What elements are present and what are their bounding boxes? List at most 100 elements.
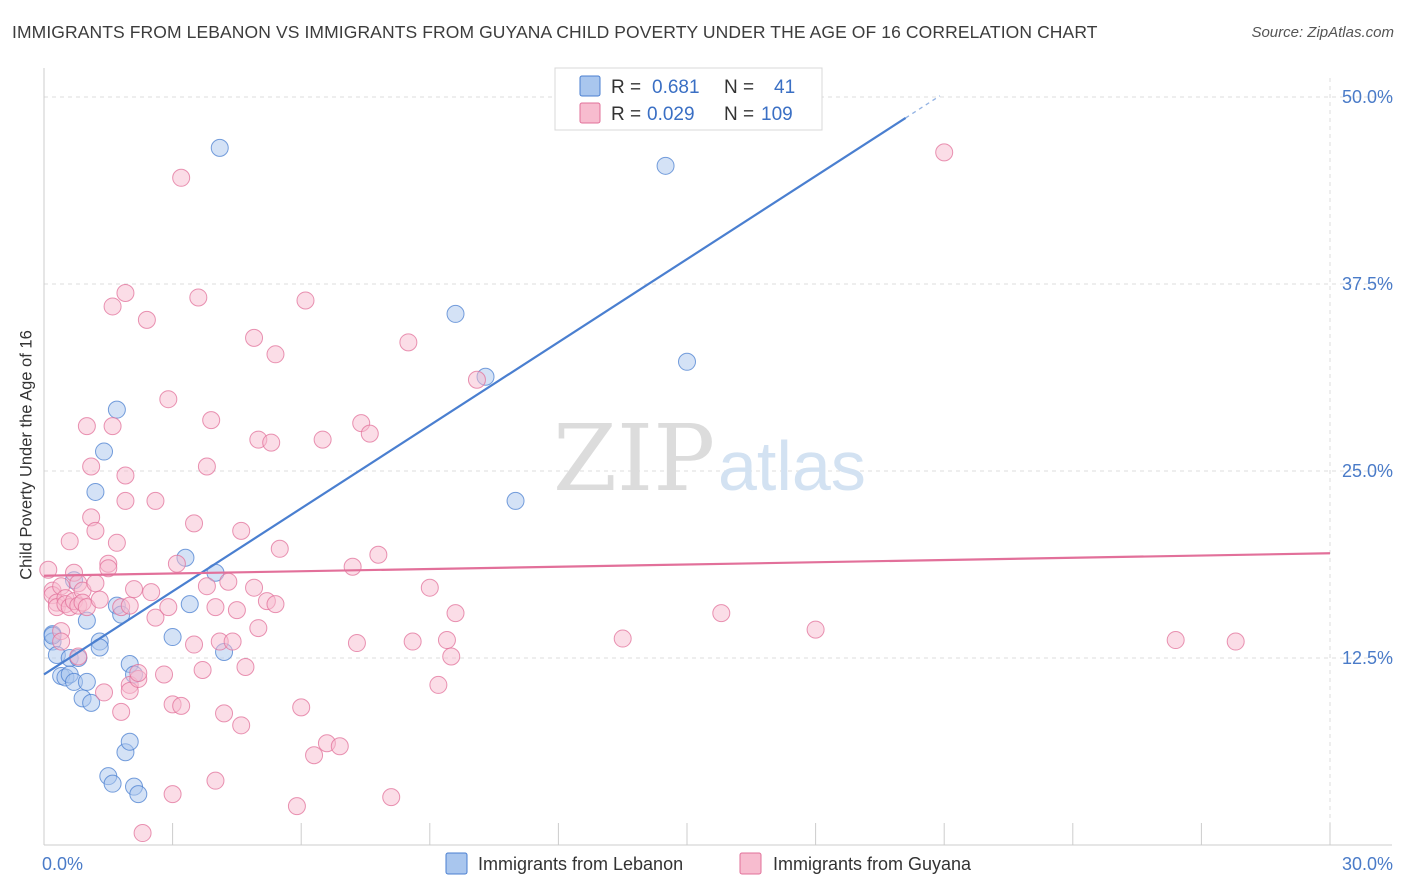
grid	[44, 78, 1392, 845]
point-guyana	[236, 657, 255, 676]
point-guyana	[343, 557, 362, 576]
point-lebanon	[506, 491, 525, 510]
legend-r-label: R =	[611, 104, 641, 125]
point-guyana	[266, 345, 285, 364]
point-guyana	[437, 631, 456, 650]
point-guyana	[120, 596, 139, 615]
point-guyana	[360, 424, 379, 443]
point-guyana	[399, 333, 418, 352]
point-lebanon	[77, 672, 96, 691]
watermark-atlas: atlas	[718, 427, 866, 505]
trend-lines	[43, 95, 1331, 676]
legend-n-label: N =	[724, 104, 754, 125]
point-guyana	[146, 608, 165, 627]
point-guyana	[142, 583, 161, 602]
legend-swatch-lebanon	[579, 75, 601, 97]
point-guyana	[296, 291, 315, 310]
legend-n-value: 109	[761, 104, 793, 125]
legend-box: R = 0.681 N = 41 R = 0.029 N = 109	[554, 67, 823, 131]
legend-r-value: 0.029	[647, 104, 695, 125]
point-guyana	[249, 619, 268, 638]
point-guyana	[103, 417, 122, 436]
chart-title: IMMIGRANTS FROM LEBANON VS IMMIGRANTS FR…	[12, 22, 1098, 42]
point-guyana	[232, 716, 251, 735]
legend-r-label: R =	[611, 77, 641, 98]
point-guyana	[155, 665, 174, 684]
point-guyana	[446, 604, 465, 623]
watermark-zip: ZIP	[553, 405, 715, 512]
point-guyana	[270, 539, 289, 558]
point-guyana	[266, 595, 285, 614]
point-guyana	[429, 675, 448, 694]
point-guyana	[219, 572, 238, 591]
point-guyana	[159, 390, 178, 409]
point-guyana	[215, 704, 234, 723]
chart-source: Source: ZipAtlas.com	[1251, 24, 1394, 41]
point-lebanon	[129, 785, 148, 804]
point-guyana	[185, 514, 204, 533]
trendline-lebanon-extension	[905, 95, 941, 119]
data-points	[39, 138, 1245, 843]
point-guyana	[146, 491, 165, 510]
point-guyana	[95, 683, 114, 702]
point-lebanon	[163, 628, 182, 647]
point-lebanon	[82, 693, 101, 712]
point-guyana	[189, 288, 208, 307]
watermark: ZIP atlas	[553, 405, 866, 512]
point-guyana	[313, 430, 332, 449]
point-guyana	[125, 580, 144, 599]
y-tick-label: 37.5%	[1342, 274, 1393, 294]
legend-swatch-guyana	[579, 102, 601, 124]
point-lebanon	[678, 352, 696, 371]
point-guyana	[112, 702, 131, 721]
point-lebanon	[446, 304, 465, 323]
point-guyana	[39, 560, 58, 579]
trendline-lebanon	[43, 117, 907, 676]
point-guyana	[935, 143, 954, 162]
point-lebanon	[120, 732, 139, 751]
point-guyana	[116, 466, 135, 485]
bottom-legend-label-guyana: Immigrants from Guyana	[773, 854, 972, 874]
point-guyana	[442, 647, 461, 666]
point-guyana	[52, 632, 71, 651]
point-guyana	[163, 785, 182, 804]
y-tick-label: 50.0%	[1342, 87, 1393, 107]
point-guyana	[107, 533, 126, 552]
point-guyana	[223, 632, 242, 651]
point-guyana	[806, 620, 825, 639]
point-guyana	[245, 578, 264, 597]
point-guyana	[172, 168, 191, 187]
point-guyana	[60, 532, 79, 551]
axes	[43, 68, 1392, 846]
point-guyana	[90, 590, 109, 609]
point-guyana	[227, 601, 246, 620]
point-guyana	[347, 634, 366, 653]
tick-labels: 12.5% 25.0% 37.5% 50.0% 0.0% 30.0%	[42, 87, 1393, 874]
point-guyana	[159, 598, 178, 617]
point-guyana	[467, 370, 486, 389]
point-guyana	[403, 632, 422, 651]
point-guyana	[77, 417, 96, 436]
point-guyana	[197, 457, 216, 476]
legend-n-label: N =	[724, 77, 754, 98]
point-lebanon	[656, 156, 675, 175]
point-guyana	[103, 297, 122, 316]
point-guyana	[86, 574, 105, 593]
bottom-legend-label-lebanon: Immigrants from Lebanon	[478, 854, 683, 874]
point-lebanon	[180, 595, 199, 614]
point-guyana	[82, 457, 101, 476]
point-lebanon	[210, 138, 229, 157]
point-guyana	[202, 411, 221, 430]
legend-r-value: 0.681	[652, 77, 700, 98]
point-guyana	[99, 559, 118, 578]
point-guyana	[613, 629, 632, 648]
point-guyana	[133, 824, 152, 843]
point-guyana	[262, 433, 281, 452]
point-guyana	[116, 491, 135, 510]
point-guyana	[330, 737, 349, 756]
point-lebanon	[86, 482, 105, 501]
bottom-legend: Immigrants from Lebanon Immigrants from …	[445, 852, 972, 875]
point-guyana	[712, 604, 731, 623]
point-lebanon	[103, 774, 122, 793]
point-guyana	[369, 545, 388, 564]
